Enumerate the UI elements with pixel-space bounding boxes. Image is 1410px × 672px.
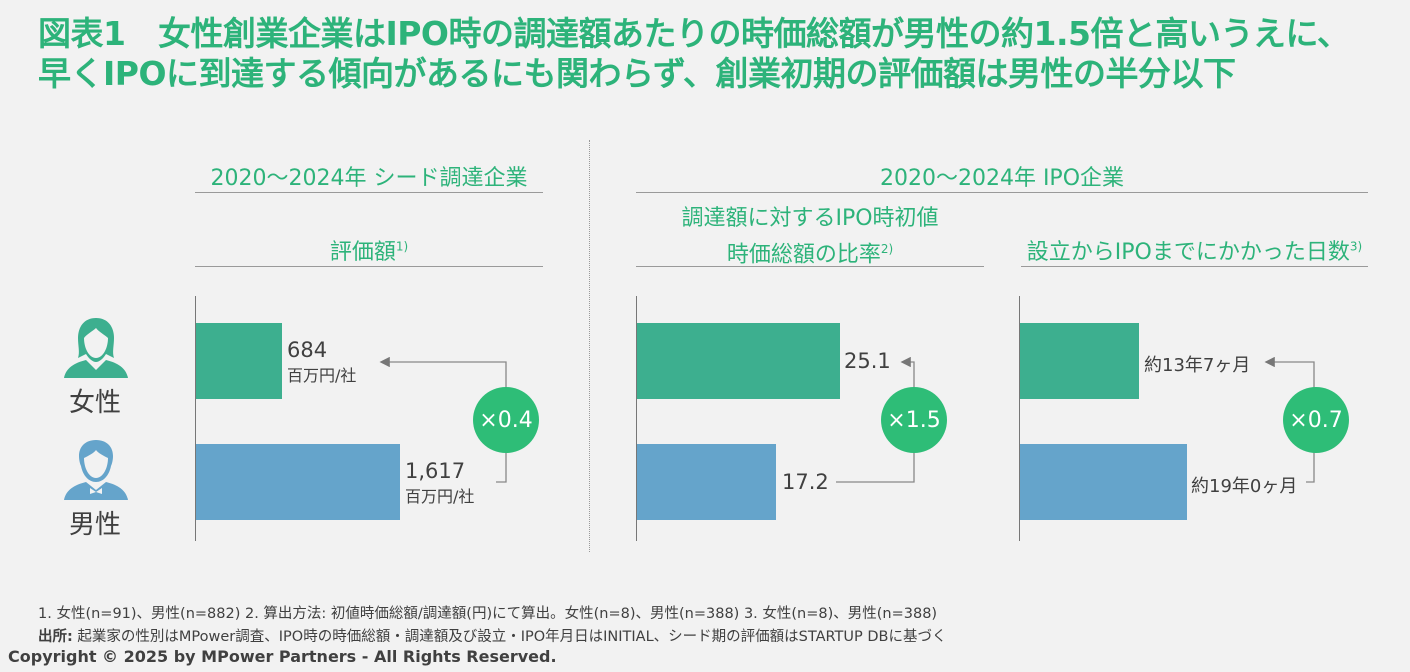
panel3-bar-female — [1020, 323, 1140, 399]
ratio-badge: ×0.7 — [1283, 387, 1349, 453]
section-ipo-header: 2020〜2024年 IPO企業 — [879, 166, 1125, 191]
title-line-1: 図表1 女性創業企業はIPO時の調達額あたりの時価総額が男性の約1.5倍と高いう… — [38, 14, 1350, 53]
male-label: 男性 — [68, 510, 121, 540]
panel2-title: 調達額に対するIPO時初値時価総額の比率2) — [636, 204, 984, 270]
note-ref: 3) — [1349, 239, 1363, 254]
panel2-axis — [636, 296, 637, 541]
panel-divider — [589, 140, 590, 552]
panel1-bar-male — [196, 444, 400, 520]
ratio-badge: ×1.5 — [881, 387, 947, 453]
note-ref: 2) — [880, 242, 894, 256]
female-label: 女性 — [68, 388, 121, 418]
panel2-bar-female — [637, 323, 840, 399]
copyright: Copyright © 2025 by MPower Partners - Al… — [8, 647, 557, 666]
divider — [636, 266, 984, 267]
section-seed-header: 2020〜2024年 シード調達企業 — [210, 166, 528, 191]
divider — [195, 266, 543, 267]
panel1-axis — [195, 296, 196, 541]
panel3-axis — [1019, 296, 1020, 541]
panel2-male-value: 17.2 — [782, 470, 829, 494]
panel3-male-value: 約19年0ヶ月 — [1191, 476, 1298, 497]
panel2-female-value: 25.1 — [844, 349, 891, 373]
panel1-bar-female — [196, 323, 283, 399]
note-ref: 1) — [395, 239, 409, 254]
source-text: 起業家の性別はMPower調査、IPO時の時価総額・調達額及び設立・IPO年月日… — [72, 629, 947, 645]
panel2-title-line1: 調達額に対するIPO時初値 — [681, 206, 939, 231]
chart-title: 図表1 女性創業企業はIPO時の調達額あたりの時価総額が男性の約1.5倍と高いう… — [38, 14, 1350, 94]
panel3-female-value: 約13年7ヶ月 — [1144, 355, 1251, 376]
value-label: 1,617 — [405, 459, 466, 483]
divider — [195, 192, 543, 193]
panel2-title-line2: 時価総額の比率 — [726, 242, 881, 268]
panel3-title: 設立からIPOまでにかかった日数3) — [1021, 234, 1368, 266]
ratio-badge: ×0.4 — [473, 387, 539, 453]
value-label: 684 — [287, 338, 328, 362]
panel3-title-text: 設立からIPOまでにかかった日数 — [1026, 240, 1350, 265]
panel1-male-value: 1,617 百万円/社 — [405, 459, 474, 507]
unit-label: 百万円/社 — [405, 487, 475, 506]
panel2-bar-male — [637, 444, 777, 520]
panel1-female-value: 684 百万円/社 — [287, 338, 356, 386]
female-icon — [64, 318, 128, 378]
divider — [636, 192, 1368, 193]
panel1-title: 評価額1) — [195, 234, 543, 266]
source-label: 出所: — [38, 629, 73, 645]
unit-label: 百万円/社 — [287, 366, 357, 385]
footnote-samples: 1. 女性(n=91)、男性(n=882) 2. 算出方法: 初値時価総額/調達… — [38, 606, 938, 622]
divider — [1021, 266, 1368, 267]
footnote-source: 出所: 起業家の性別はMPower調査、IPO時の時価総額・調達額及び設立・IP… — [38, 625, 946, 646]
title-line-2: 早くIPOに到達する傾向があるにも関わらず、創業初期の評価額は男性の半分以下 — [38, 54, 1236, 93]
panel1-title-text: 評価額 — [329, 240, 396, 265]
panel3-bar-male — [1020, 444, 1187, 520]
male-icon — [64, 440, 128, 500]
